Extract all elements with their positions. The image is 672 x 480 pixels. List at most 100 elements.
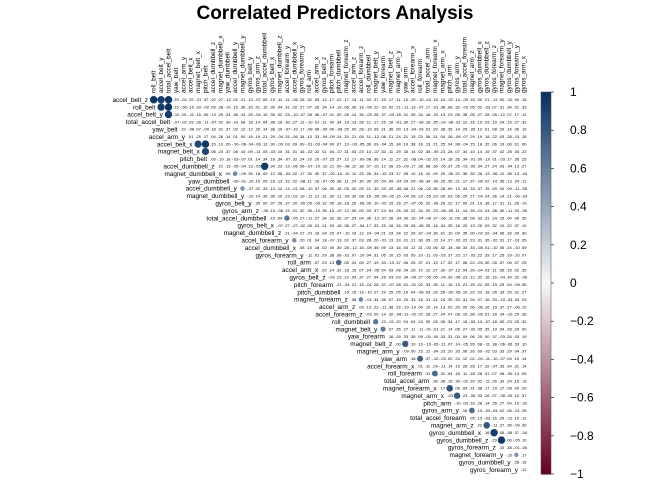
row-tick-label: accel_forearm_y (241, 238, 289, 245)
legend-color-step (541, 435, 551, 441)
cell-value-label: .06 (403, 186, 409, 191)
cell-value-label: .36 (521, 282, 527, 287)
cell-value-label: .12 (410, 245, 416, 250)
cell-value-label: -.09 (239, 171, 247, 176)
cell-value-label: .23 (417, 193, 423, 198)
cell-value-label: .13 (366, 304, 372, 309)
cell-value-label: .14 (380, 156, 386, 161)
column-tick-label: magnet_belt_x (195, 50, 202, 93)
cell-value-label: .01 (514, 105, 520, 110)
cell-value-label: -.05 (424, 193, 432, 198)
heatmap-cell (157, 103, 165, 111)
column-tick-label: accel_forearm_x (410, 45, 417, 93)
cell-value-label: -.01 (372, 164, 380, 169)
cell-value-label: -.08 (409, 156, 417, 161)
cell-value-label: -.07 (320, 112, 328, 117)
cell-value-label: .13 (514, 171, 520, 176)
cell-value-label: .16 (277, 119, 283, 124)
cell-value-label: -.04 (239, 164, 247, 169)
cell-value-label: .28 (373, 112, 379, 117)
cell-value-label: .24 (380, 208, 386, 213)
cell-value-label: .01 (484, 245, 490, 250)
row-tick-label: magnet_forearm_z (294, 297, 348, 304)
cell-value-label: .34 (403, 267, 409, 272)
cell-value-label: .19 (395, 297, 401, 302)
cell-value-label: .19 (336, 105, 342, 110)
cell-value-label: -.07 (306, 164, 314, 169)
cell-value-label: -.10 (513, 253, 521, 258)
cell-value-label: .14 (454, 341, 460, 346)
cell-value-label: .24 (440, 312, 446, 317)
legend-color-step (541, 374, 551, 380)
cell-value-label: .30 (417, 238, 423, 243)
legend-color-step (541, 134, 551, 139)
legend-color-step (541, 313, 551, 318)
cell-value-label: -.01 (513, 408, 521, 413)
legend-color-step (541, 416, 551, 422)
cell-value-label: .27 (417, 275, 423, 280)
cell-value-label: .31 (440, 371, 446, 376)
cell-value-label: .15 (395, 253, 401, 258)
cell-value-label: .23 (432, 208, 438, 213)
cell-value-label: .22 (506, 223, 512, 228)
cell-value-label: -.02 (298, 223, 306, 228)
cell-value-label: .06 (403, 260, 409, 265)
cell-value-label: .18 (255, 171, 261, 176)
cell-value-label: .35 (395, 327, 401, 332)
cell-value-label: -.08 (343, 164, 351, 169)
cell-value-label: .15 (232, 105, 238, 110)
cell-value-label: .29 (410, 97, 416, 102)
cell-value-label: .16 (417, 142, 423, 147)
cell-value-label: .05 (484, 282, 490, 287)
cell-value-label: .07 (351, 253, 357, 258)
cell-value-label: .03 (432, 253, 438, 258)
cell-value-label: .09 (462, 386, 468, 391)
cell-value-label: .11 (410, 327, 416, 332)
cell-value-label: -.02 (380, 201, 388, 206)
cell-value-label: .33 (491, 297, 497, 302)
cell-value-label: .11 (454, 208, 460, 213)
legend-tick-label: −1 (570, 467, 584, 480)
cell-value-label: -.06 (454, 245, 462, 250)
cell-value-label: .13 (269, 186, 275, 191)
cell-value-label: .18 (484, 290, 490, 295)
cell-value-label: .38 (469, 312, 475, 317)
cell-value-label: .18 (491, 319, 497, 324)
cell-value-label: .00 (499, 319, 505, 324)
cell-value-label: .07 (336, 230, 342, 235)
cell-value-label: .10 (277, 193, 283, 198)
cell-value-label: .32 (484, 142, 490, 147)
cell-value-label: .24 (506, 245, 512, 250)
cell-value-label: -.06 (468, 393, 476, 398)
cell-value-label: .28 (343, 245, 349, 250)
cell-value-label: .21 (484, 97, 490, 102)
cell-value-label: .16 (484, 304, 490, 309)
cell-value-label: .25 (343, 127, 349, 132)
cell-value-label: .25 (195, 134, 201, 139)
legend-color-step (541, 309, 551, 315)
cell-value-label: .07 (506, 112, 512, 117)
cell-value-label: .32 (477, 216, 483, 221)
heatmap-cell (417, 355, 424, 362)
cell-value-label: .37 (447, 253, 453, 258)
cell-value-label: .10 (462, 290, 468, 295)
cell-value-label: .22 (521, 149, 527, 154)
legend-color-step (541, 370, 551, 376)
cell-value-label: -.04 (283, 171, 291, 176)
cell-value-label: -.07 (239, 156, 247, 161)
cell-value-label: .16 (469, 401, 475, 406)
column-tick-label: total_accel_arm (425, 48, 432, 93)
cell-value-label: .30 (454, 378, 460, 383)
cell-value-label: .29 (380, 290, 386, 295)
legend-color-step (541, 412, 551, 418)
cell-value-label: .08 (425, 164, 431, 169)
cell-value-label: .13 (321, 97, 327, 102)
cell-value-label: -.11 (483, 341, 490, 346)
heatmap-cell (497, 436, 506, 444)
cell-value-label: -.01 (224, 105, 232, 110)
cell-value-label: .21 (432, 297, 438, 302)
cell-value-label: .27 (506, 304, 512, 309)
cell-value-label: .37 (514, 223, 520, 228)
cell-value-label: -.07 (172, 119, 180, 124)
cell-value-label: .18 (336, 223, 342, 228)
